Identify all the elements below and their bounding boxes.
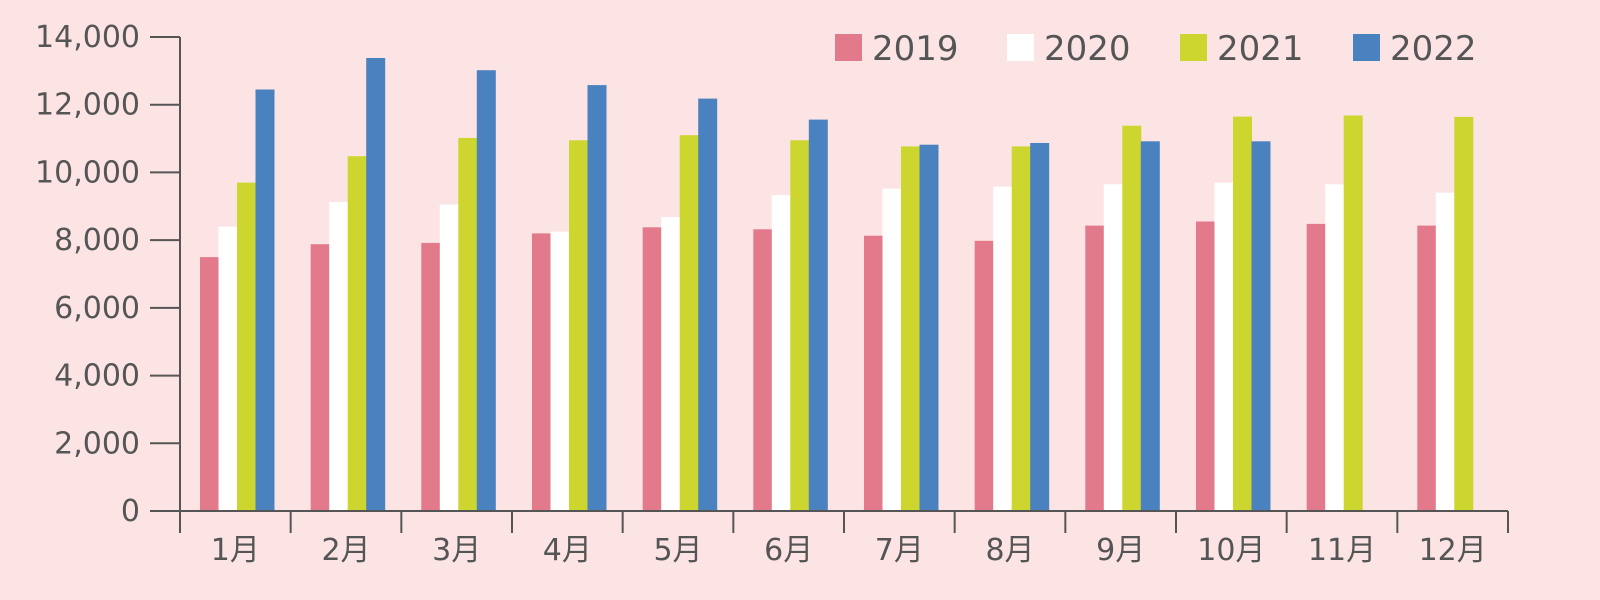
bar-2019-1月 [200,257,219,511]
bar-2020-4月 [550,231,570,511]
bar-2019-9月 [1085,225,1105,511]
bar-2019-5月 [642,227,662,512]
y-tick-label: 14,000 [35,20,140,55]
bar-2021-4月 [569,140,588,512]
bar-2021-1月 [237,182,256,511]
x-tick-label: 12月 [1419,533,1487,568]
bar-2020-1月 [218,226,238,511]
bar-2022-7月 [919,144,939,511]
bar-2019-12月 [1417,225,1437,511]
x-tick-label: 5月 [653,533,702,568]
legend-label-2019: 2019 [872,29,959,69]
bar-2020-9月 [1103,184,1123,512]
bar-2020-8月 [993,186,1013,511]
bar-2021-3月 [458,137,478,511]
legend-label-2020: 2020 [1044,29,1131,69]
bar-2022-8月 [1030,143,1050,511]
bar-2020-2月 [329,201,349,511]
bar-2021-8月 [1011,146,1031,511]
bar-2020-5月 [661,217,681,511]
y-tick-label: 4,000 [54,359,140,394]
y-tick-label: 10,000 [35,155,140,190]
legend: 2019 2020 2021 2022 [835,29,1477,69]
bar-2020-12月 [1435,192,1455,511]
legend-label-2021: 2021 [1217,29,1304,69]
bar-2020-3月 [439,204,459,511]
bar-2019-2月 [310,244,330,511]
bar-2021-6月 [790,140,810,512]
legend-swatch-2020 [1007,34,1034,61]
x-axis: 1月 2月 3月 4月 5月 6月 7月 8月 9月 10月 11月 12月 [150,510,1509,568]
y-tick-label: 0 [121,494,140,529]
bar-2021-9月 [1122,125,1142,511]
bar-2022-5月 [698,98,718,511]
bars-group [200,58,1474,512]
x-tick-label: 3月 [432,533,481,568]
y-tick-label: 8,000 [54,223,140,258]
x-tick-label: 7月 [875,533,924,568]
bar-2022-9月 [1140,141,1160,512]
x-tick-label: 2月 [321,533,370,568]
x-tick-label: 11月 [1308,533,1376,568]
bar-2021-2月 [347,156,367,511]
bar-2020-7月 [882,188,902,511]
bar-2022-2月 [366,58,386,511]
x-tick-label: 10月 [1197,533,1265,568]
legend-label-2022: 2022 [1390,29,1477,69]
bar-2019-4月 [532,233,551,511]
bar-2020-10月 [1214,182,1234,511]
bar-2022-10月 [1251,141,1271,512]
bar-2019-3月 [421,242,441,511]
x-tick-label: 4月 [543,533,592,568]
bar-2022-3月 [476,70,496,511]
y-tick-label: 2,000 [54,426,140,461]
bar-2021-7月 [901,146,920,511]
bar-2020-11月 [1325,184,1345,512]
bar-2019-10月 [1196,221,1215,511]
bar-2022-4月 [587,85,607,511]
bar-2021-10月 [1233,116,1252,511]
legend-swatch-2019 [835,34,862,61]
x-tick-label: 8月 [985,533,1034,568]
bar-2021-11月 [1343,115,1363,511]
bar-2019-11月 [1306,223,1326,511]
y-tick-label: 12,000 [35,88,140,123]
bar-2020-6月 [771,195,791,511]
x-tick-label: 1月 [211,533,260,568]
bar-2019-8月 [974,240,994,512]
bar-2019-6月 [753,229,773,512]
y-axis: 0 2,000 4,000 6,000 8,000 10,000 12,000 14,000 [35,20,181,529]
bar-2019-7月 [864,235,883,511]
y-tick-label: 6,000 [54,291,140,326]
bar-2021-5月 [679,135,699,511]
bar-2022-6月 [808,119,828,511]
bar-2021-12月 [1454,116,1474,512]
x-tick-label: 6月 [764,533,813,568]
legend-swatch-2021 [1180,34,1207,61]
legend-swatch-2022 [1353,34,1380,61]
x-tick-label: 9月 [1096,533,1145,568]
bar-2022-1月 [255,89,275,511]
